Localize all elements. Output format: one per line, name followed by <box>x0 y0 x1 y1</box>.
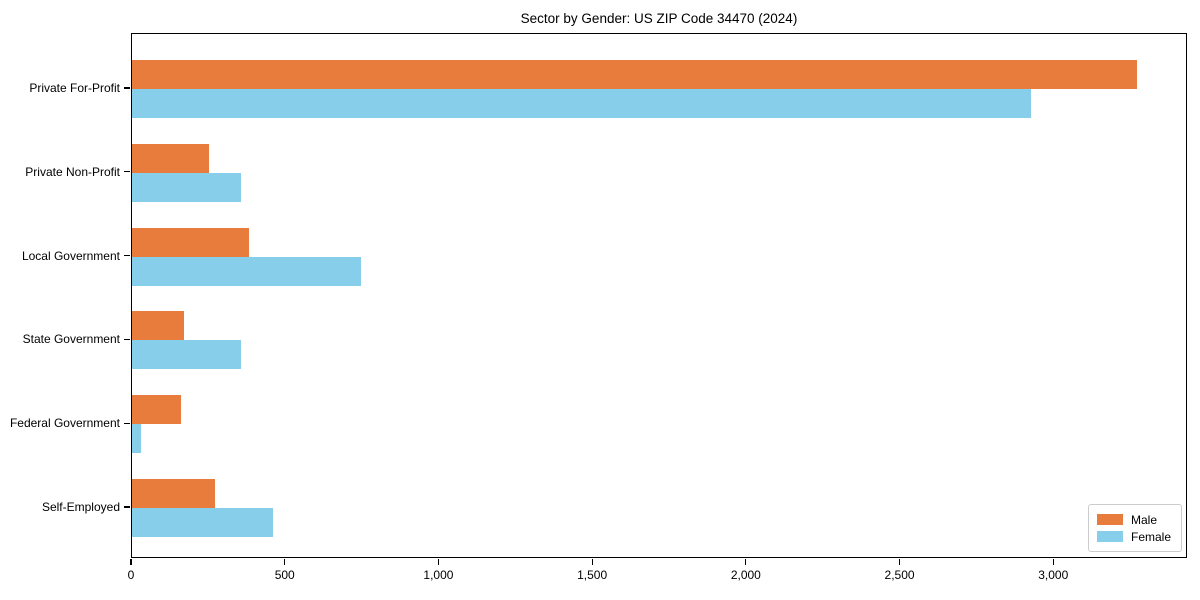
bar-male-self-employed <box>132 479 215 508</box>
bar-male-private-non-profit <box>132 143 209 173</box>
y-tick-label: Private For-Profit <box>29 81 120 95</box>
y-tick-mark <box>124 422 130 424</box>
x-tick-label: 2,000 <box>730 568 761 582</box>
y-tick-label: Local Government <box>21 248 120 263</box>
y-tick-mark <box>124 338 130 340</box>
y-tick-mark <box>124 506 130 508</box>
x-tick-mark <box>284 559 286 565</box>
y-tick-mark <box>124 87 130 89</box>
x-tick-mark <box>591 559 593 565</box>
bar-male-federal-government <box>132 395 182 425</box>
legend-swatch-female <box>1096 531 1123 542</box>
legend-label-female: Female <box>1130 529 1171 544</box>
legend: Male Female <box>1087 504 1182 552</box>
bar-female-state-government <box>132 340 242 370</box>
bar-female-federal-government <box>132 424 142 454</box>
x-tick-mark <box>898 559 901 565</box>
bar-male-local-government <box>132 227 249 257</box>
y-tick-label: Private Non-Profit <box>25 164 120 179</box>
x-tick-mark <box>745 559 747 565</box>
bar-female-private-non-profit <box>132 172 242 202</box>
x-tick-mark <box>437 559 439 565</box>
plot-area: Male Female <box>131 33 1187 558</box>
x-tick-mark <box>130 559 132 565</box>
bar-female-private-for-profit <box>132 89 1032 118</box>
y-tick-mark <box>124 171 130 173</box>
legend-label-male: Male <box>1130 512 1157 527</box>
y-tick-label: Self-Employed <box>41 500 120 514</box>
y-tick-label: Federal Government <box>9 416 120 431</box>
y-tick-mark <box>124 255 130 257</box>
chart-title: Sector by Gender: US ZIP Code 34470 (202… <box>520 11 798 26</box>
bar-female-self-employed <box>132 508 274 537</box>
bar-female-local-government <box>132 256 362 286</box>
x-tick-label: 3,000 <box>1038 568 1069 582</box>
x-tick-label: 500 <box>274 568 295 582</box>
legend-item-female: Female <box>1096 528 1171 545</box>
x-tick-label: 2,500 <box>884 568 915 582</box>
bar-male-private-for-profit <box>132 60 1138 89</box>
x-tick-label: 0 <box>127 568 135 582</box>
x-tick-label: 1,500 <box>577 568 608 582</box>
legend-item-male: Male <box>1096 511 1171 528</box>
x-tick-label: 1,000 <box>423 568 454 582</box>
legend-swatch-male <box>1096 514 1123 525</box>
bar-male-state-government <box>132 311 185 341</box>
x-tick-mark <box>1052 559 1054 565</box>
y-tick-label: State Government <box>22 332 120 347</box>
